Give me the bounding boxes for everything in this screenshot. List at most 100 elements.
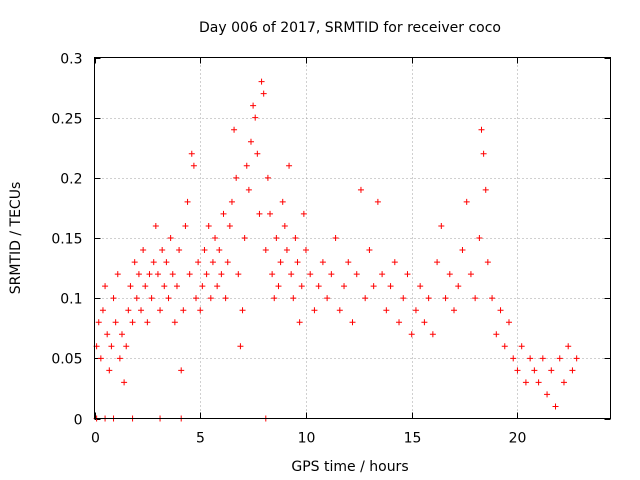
data-point [370,283,377,290]
data-point [548,367,555,374]
data-point [222,295,229,302]
data-point [514,367,521,374]
data-point [391,259,398,266]
data-point [224,259,231,266]
data-point [275,283,282,290]
data-point [294,259,301,266]
data-point [125,307,132,314]
data-point [148,295,155,302]
data-point [277,259,284,266]
data-point [328,271,335,278]
data-point [269,271,276,278]
data-point [178,367,185,374]
y-tick-label: 0 [74,413,83,429]
data-point [233,174,240,181]
data-point [209,259,216,266]
data-point [142,283,149,290]
chart-title: Day 006 of 2017, SRMTID for receiver coc… [199,20,501,36]
data-point [267,210,274,217]
data-point [434,259,441,266]
data-point [152,222,159,229]
data-point [290,295,297,302]
data-point [254,150,261,157]
data-point [146,271,153,278]
data-point [438,222,445,229]
data-point [286,162,293,169]
data-point [480,150,487,157]
data-point [451,307,458,314]
data-point [412,307,419,314]
y-axis-label: SRMTID / TECUs [8,182,24,295]
x-tick-label: 10 [298,431,316,447]
data-point [510,355,517,362]
data-point [157,307,164,314]
data-point [417,283,424,290]
data-point [442,295,449,302]
data-point [522,379,529,386]
data-point [400,295,407,302]
data-point [535,379,542,386]
data-point [497,307,504,314]
data-point [197,307,204,314]
x-tick-label: 20 [509,431,527,447]
data-point [489,295,496,302]
data-point [527,355,534,362]
data-point [544,391,551,398]
data-point [387,283,394,290]
data-point [220,210,227,217]
data-point [169,271,176,278]
x-tick-label: 15 [404,431,422,447]
data-point [154,271,161,278]
data-point [207,295,214,302]
data-point [446,271,453,278]
data-point [182,222,189,229]
data-point [332,235,339,241]
data-point [188,150,195,157]
data-point [104,331,111,338]
data-point [565,343,572,350]
data-point [127,283,134,290]
data-point [190,162,197,169]
data-point [260,90,267,97]
data-point [560,379,567,386]
data-point [556,355,563,362]
data-point [279,198,286,205]
data-point [243,162,250,169]
plot-frame [94,57,611,419]
y-tick-label: 0.05 [51,352,82,368]
data-point [296,319,303,326]
data-point [180,307,187,314]
data-point [99,307,106,314]
data-point [106,367,113,374]
data-point [408,331,415,338]
data-point [463,198,470,205]
x-axis-label: GPS time / hours [291,459,408,475]
data-point [102,283,109,290]
data-point [311,307,318,314]
data-point [484,259,491,266]
data-point [239,307,246,314]
data-point [455,283,462,290]
data-point [349,319,356,326]
data-point [396,319,403,326]
data-point [184,198,191,205]
data-point [345,259,352,266]
data-point [165,295,172,302]
data-point [228,198,235,205]
data-points [93,78,580,422]
tick-labels: 0 5 10 15 20 0 0.05 0.1 0.15 0.2 0.25 0.3 [51,52,526,447]
data-point [241,235,248,241]
data-point [298,283,305,290]
data-point [171,319,178,326]
data-point [112,319,119,326]
data-point [252,114,259,121]
data-point [404,271,411,278]
data-point [203,271,210,278]
data-point [140,247,147,254]
data-point [216,247,223,254]
data-point [357,186,364,193]
data-point [283,247,290,254]
data-point [138,307,145,314]
data-point [116,355,123,362]
